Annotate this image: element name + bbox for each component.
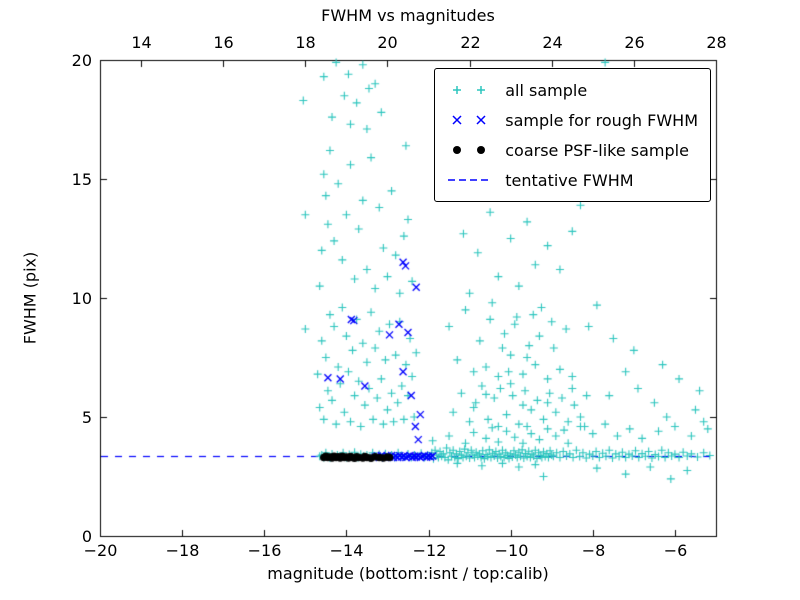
x-tick-label: −18 bbox=[165, 541, 200, 560]
legend-entry-rough-fwhm: sample for rough FWHM bbox=[443, 105, 698, 135]
chart-title: FWHM vs magnitudes bbox=[321, 6, 495, 25]
x-tick-label: −6 bbox=[663, 541, 688, 560]
x-tick-label: −10 bbox=[494, 541, 529, 560]
top-tick-label: 28 bbox=[706, 33, 727, 52]
dashed-line-icon bbox=[448, 179, 491, 181]
x-tick-label: −8 bbox=[581, 541, 606, 560]
top-tick-label: 22 bbox=[460, 33, 481, 52]
legend-label: sample for rough FWHM bbox=[505, 110, 698, 130]
legend-entry-psf-sample: coarse PSF-like sample bbox=[443, 135, 698, 165]
x-tick-label: −14 bbox=[329, 541, 364, 560]
x-axis-label: magnitude (bottom:isnt / top:calib) bbox=[267, 564, 549, 583]
top-tick-label: 14 bbox=[131, 33, 152, 52]
top-tick-label: 26 bbox=[624, 33, 645, 52]
y-tick-label: 15 bbox=[71, 169, 92, 189]
y-tick-label: 20 bbox=[71, 50, 92, 70]
y-tick-label: 10 bbox=[71, 288, 92, 308]
dot-marker-icon bbox=[453, 146, 486, 154]
y-tick-label: 0 bbox=[81, 526, 92, 546]
top-tick-label: 24 bbox=[542, 33, 563, 52]
x-marker-icon bbox=[452, 115, 486, 125]
legend-entry-tentative-fwhm: tentative FWHM bbox=[443, 165, 698, 195]
legend-entry-all-sample: all sample bbox=[443, 75, 698, 105]
x-tick-label: −20 bbox=[83, 541, 118, 560]
plus-marker-icon bbox=[453, 86, 486, 94]
top-tick-label: 20 bbox=[377, 33, 398, 52]
legend-label: coarse PSF-like sample bbox=[505, 140, 689, 160]
legend-label: all sample bbox=[505, 80, 588, 100]
y-axis-label: FWHM (pix) bbox=[20, 251, 40, 345]
top-tick-label: 16 bbox=[213, 33, 234, 52]
legend-label: tentative FWHM bbox=[505, 170, 634, 190]
legend: all sample sample for rough FWHM coarse … bbox=[434, 68, 711, 202]
x-tick-label: −12 bbox=[412, 541, 447, 560]
y-tick-label: 5 bbox=[81, 407, 92, 427]
top-tick-label: 18 bbox=[295, 33, 316, 52]
x-tick-label: −16 bbox=[247, 541, 282, 560]
